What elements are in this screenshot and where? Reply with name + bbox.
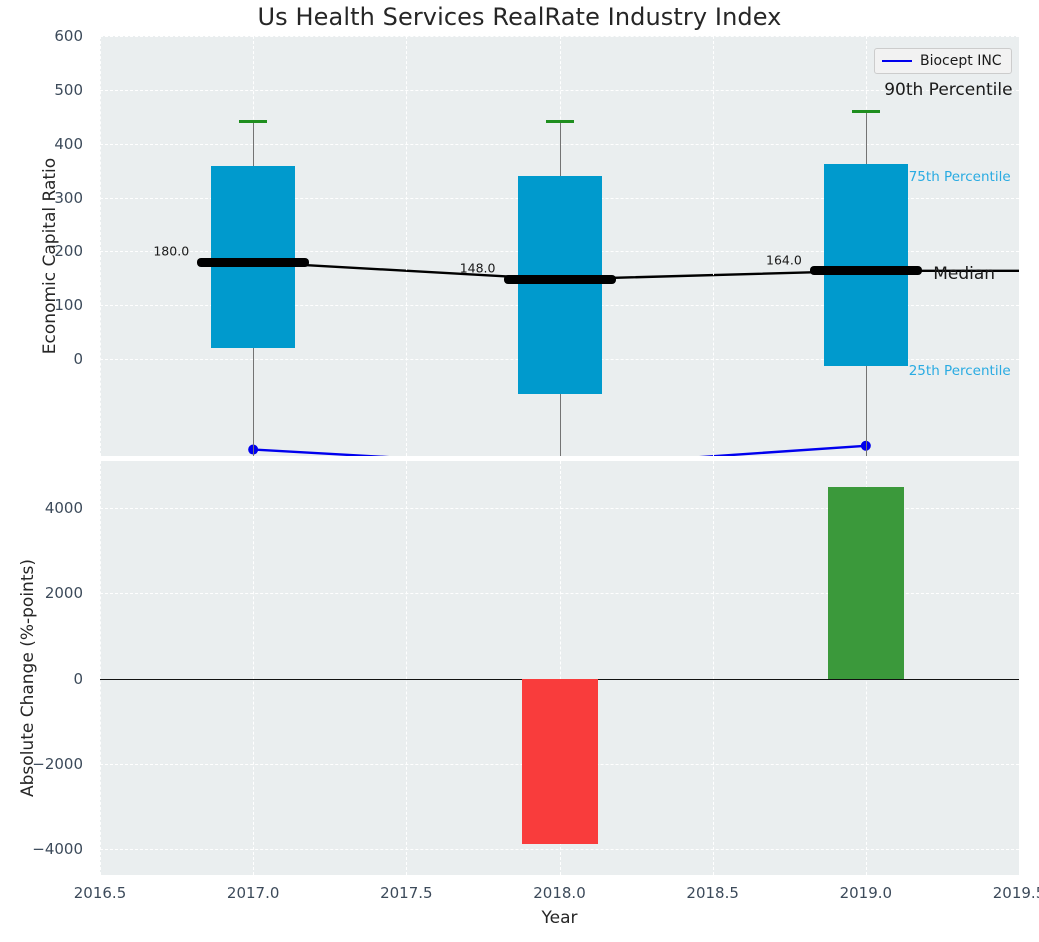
iqr-box [823, 164, 908, 367]
gridline-vertical [712, 36, 714, 456]
panel-industry-distribution: 180.0 148.0 164.0 90th Percentile 75th Perce… [100, 36, 1019, 456]
median-bar [809, 266, 922, 276]
y-tick-label-top: 0 [73, 350, 83, 369]
y-tick-label-top: 400 [54, 134, 83, 153]
x-tick-label: 2016.5 [73, 884, 127, 902]
x-tick-label: 2017.5 [380, 884, 433, 902]
gridline-horizontal [100, 89, 1019, 91]
y-tick-label-top: 200 [54, 242, 83, 261]
gridline-vertical [406, 36, 408, 456]
median-value-label: 180.0 [153, 243, 190, 259]
panel-absolute-change [100, 461, 1019, 875]
y-tick-label-bottom: −2000 [32, 755, 83, 774]
x-tick-label: 2018.5 [686, 884, 739, 902]
legend-label-biocept: Biocept INC [920, 53, 1002, 69]
annotation-median: Median [933, 264, 996, 284]
median-bar [197, 257, 310, 267]
legend[interactable]: Biocept INC [874, 48, 1012, 74]
y-tick-label-top: 100 [54, 296, 83, 315]
percentile-90-cap [239, 120, 268, 123]
y-tick-label-top: 300 [54, 188, 83, 207]
annotation-percentile-90: 90th Percentile [884, 79, 1013, 100]
median-bar [503, 274, 616, 284]
y-tick-label-bottom: 4000 [44, 498, 83, 517]
y-tick-label-top: 600 [54, 27, 83, 45]
y-tick-label-bottom: −4000 [32, 840, 83, 859]
percentile-90-cap [851, 110, 880, 114]
x-tick-label: 2017.0 [226, 884, 280, 902]
page-title: Us Health Services RealRate Industry Ind… [257, 3, 782, 31]
annotation-percentile-75: 75th Percentile [908, 169, 1011, 186]
gridline-horizontal [100, 849, 1019, 851]
iqr-box [211, 166, 296, 349]
gridline-vertical [100, 36, 101, 456]
gridline-horizontal [100, 36, 1019, 37]
x-tick-label: 2019.0 [839, 884, 893, 902]
annotation-percentile-25: 25th Percentile [908, 362, 1011, 379]
iqr-box [517, 176, 602, 395]
change-bar [827, 487, 904, 679]
median-value-label: 164.0 [766, 252, 802, 268]
x-axis-label: Year [541, 908, 578, 928]
percentile-90-cap [545, 120, 574, 123]
median-value-label: 148.0 [459, 260, 496, 276]
x-tick-label: 2019.5 [992, 884, 1039, 902]
x-tick-label: 2018.0 [533, 884, 586, 902]
y-tick-label-bottom: 0 [73, 669, 83, 688]
y-tick-label-top: 500 [54, 80, 83, 99]
gridline-vertical [100, 461, 101, 875]
legend-swatch-biocept [882, 60, 912, 62]
change-bar [521, 678, 598, 845]
gridline-vertical [712, 461, 714, 875]
gridline-vertical [253, 461, 255, 875]
gridline-vertical [406, 461, 408, 875]
y-tick-label-bottom: 2000 [44, 584, 83, 603]
